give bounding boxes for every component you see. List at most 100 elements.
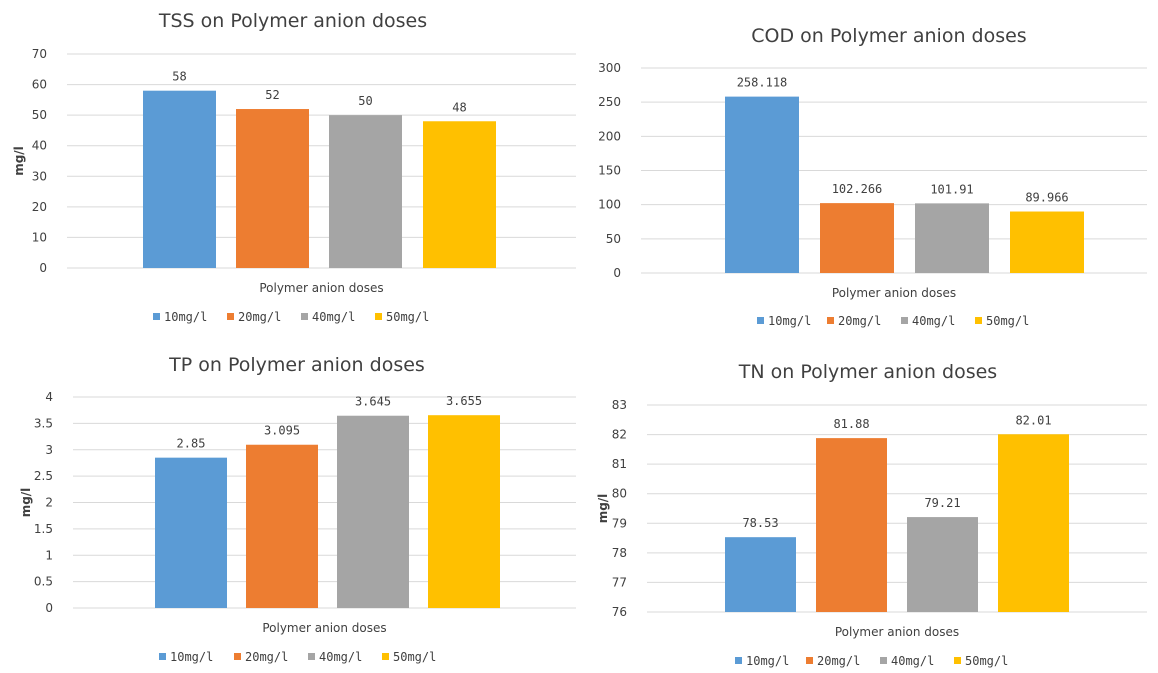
chart-1-data-label: 50 — [358, 94, 372, 108]
chart-4-title: TN on Polymer anion doses — [738, 361, 997, 383]
chart-1-x-axis-label: Polymer anion doses — [259, 281, 383, 295]
chart-1-y-axis-label: mg/l — [12, 146, 26, 176]
chart-1-y-tick-label: 40 — [32, 139, 47, 153]
chart-3-y-tick-label: 2.5 — [34, 469, 53, 483]
chart-2-title: COD on Polymer anion doses — [751, 25, 1026, 47]
chart-4-legend-swatch — [735, 657, 742, 664]
chart-1-bar-20mg/l — [236, 109, 309, 269]
chart-3-y-tick-label: 4 — [45, 390, 53, 404]
chart-4-bar-10mg/l — [725, 537, 796, 612]
chart-1-y-tick-label: 20 — [32, 200, 47, 214]
chart-1-legend-swatch — [375, 313, 382, 320]
chart-1-title: TSS on Polymer anion doses — [158, 10, 427, 32]
chart-2-x-axis-label: Polymer anion doses — [832, 286, 956, 300]
chart-1-legend-swatch — [227, 313, 234, 320]
chart-1-bar-40mg/l — [329, 115, 402, 269]
chart-1-legend-label: 40mg/l — [312, 310, 355, 324]
chart-3-bar-40mg/l — [337, 415, 409, 608]
chart-3-data-label: 2.85 — [177, 437, 206, 451]
chart-2-bar-40mg/l — [915, 203, 989, 273]
chart-3-legend-swatch — [308, 653, 315, 660]
chart-2-legend-label: 10mg/l — [768, 314, 811, 328]
chart-2-data-label: 101.91 — [930, 182, 973, 196]
chart-1-data-label: 48 — [452, 100, 466, 114]
chart-1-legend-label: 20mg/l — [238, 310, 281, 324]
chart-2-legend-swatch — [975, 317, 982, 324]
chart-2-legend-label: 40mg/l — [912, 314, 955, 328]
chart-4-y-tick-label: 83 — [612, 398, 627, 412]
chart-1-legend-swatch — [153, 313, 160, 320]
chart-3-legend-swatch — [159, 653, 166, 660]
chart-2-legend-swatch — [901, 317, 908, 324]
chart-3-y-tick-label: 1 — [45, 548, 53, 562]
chart-2-y-tick-label: 150 — [598, 164, 621, 178]
chart-3-y-tick-label: 3.5 — [34, 416, 53, 430]
chart-1-y-tick-label: 0 — [39, 261, 47, 275]
chart-4-y-axis-label: mg/l — [596, 494, 610, 524]
chart-2-data-label: 258.118 — [737, 76, 788, 90]
chart-3-legend-swatch — [382, 653, 389, 660]
chart-4-bar-40mg/l — [907, 517, 978, 612]
chart-2-legend-label: 20mg/l — [838, 314, 881, 328]
chart-1-y-tick-label: 60 — [32, 78, 47, 92]
chart-3-y-tick-label: 0.5 — [34, 575, 53, 589]
chart-3-data-label: 3.655 — [446, 394, 482, 408]
chart-3-legend-label: 20mg/l — [245, 650, 288, 664]
chart-3-title: TP on Polymer anion doses — [168, 354, 425, 376]
chart-4-y-tick-label: 77 — [612, 575, 627, 589]
chart-1-legend-label: 50mg/l — [386, 310, 429, 324]
chart-2-bar-50mg/l — [1010, 211, 1084, 273]
chart-3-y-tick-label: 0 — [45, 601, 53, 615]
chart-3-bar-10mg/l — [155, 457, 227, 608]
chart-1-y-tick-label: 70 — [32, 47, 47, 61]
chart-3-legend-label: 10mg/l — [170, 650, 213, 664]
chart-4-y-tick-label: 78 — [612, 546, 627, 560]
chart-4-data-label: 82.01 — [1015, 413, 1051, 427]
chart-2-data-label: 102.266 — [832, 182, 883, 196]
chart-2-y-tick-label: 200 — [598, 129, 621, 143]
chart-3-data-label: 3.095 — [264, 424, 300, 438]
chart-3-bar-20mg/l — [246, 444, 318, 608]
chart-4-y-tick-label: 79 — [612, 516, 627, 530]
chart-3-legend-label: 40mg/l — [319, 650, 362, 664]
chart-4-legend-swatch — [806, 657, 813, 664]
chart-3-bar-50mg/l — [428, 415, 500, 608]
chart-1-legend-label: 10mg/l — [164, 310, 207, 324]
chart-2-y-tick-label: 0 — [613, 266, 621, 280]
chart-3-x-axis-label: Polymer anion doses — [262, 621, 386, 635]
chart-3-y-tick-label: 1.5 — [34, 522, 53, 536]
chart-2-bar-10mg/l — [725, 96, 799, 273]
chart-4-legend-swatch — [954, 657, 961, 664]
chart-1-bar-10mg/l — [143, 90, 216, 268]
chart-3-y-tick-label: 3 — [45, 443, 53, 457]
chart-4-y-tick-label: 76 — [612, 605, 627, 619]
chart-2-data-label: 89.966 — [1025, 191, 1068, 205]
chart-2-legend-label: 50mg/l — [986, 314, 1029, 328]
chart-3-data-label: 3.645 — [355, 395, 391, 409]
chart-4-y-tick-label: 82 — [612, 428, 627, 442]
chart-4-data-label: 78.53 — [742, 516, 778, 530]
chart-2-legend-swatch — [827, 317, 834, 324]
chart-3-y-tick-label: 2 — [45, 496, 53, 510]
chart-4-bar-50mg/l — [998, 434, 1069, 612]
chart-4-y-tick-label: 81 — [612, 457, 627, 471]
chart-4-data-label: 81.88 — [833, 417, 869, 431]
chart-2-y-tick-label: 50 — [606, 232, 621, 246]
chart-4-x-axis-label: Polymer anion doses — [835, 625, 959, 639]
chart-3-legend-swatch — [234, 653, 241, 660]
chart-1-data-label: 58 — [172, 70, 186, 84]
chart-4-legend-swatch — [880, 657, 887, 664]
chart-4-legend-label: 40mg/l — [891, 654, 934, 668]
chart-1-data-label: 52 — [265, 88, 279, 102]
chart-2-bar-20mg/l — [820, 203, 894, 273]
chart-4-data-label: 79.21 — [924, 496, 960, 510]
chart-1-legend-swatch — [301, 313, 308, 320]
chart-1-y-tick-label: 10 — [32, 230, 47, 244]
chart-4-legend-label: 50mg/l — [965, 654, 1008, 668]
chart-3-y-axis-label: mg/l — [19, 488, 33, 518]
chart-4-legend-label: 20mg/l — [817, 654, 860, 668]
chart-4-bar-20mg/l — [816, 438, 887, 612]
chart-2-y-tick-label: 100 — [598, 198, 621, 212]
chart-2-legend-swatch — [757, 317, 764, 324]
